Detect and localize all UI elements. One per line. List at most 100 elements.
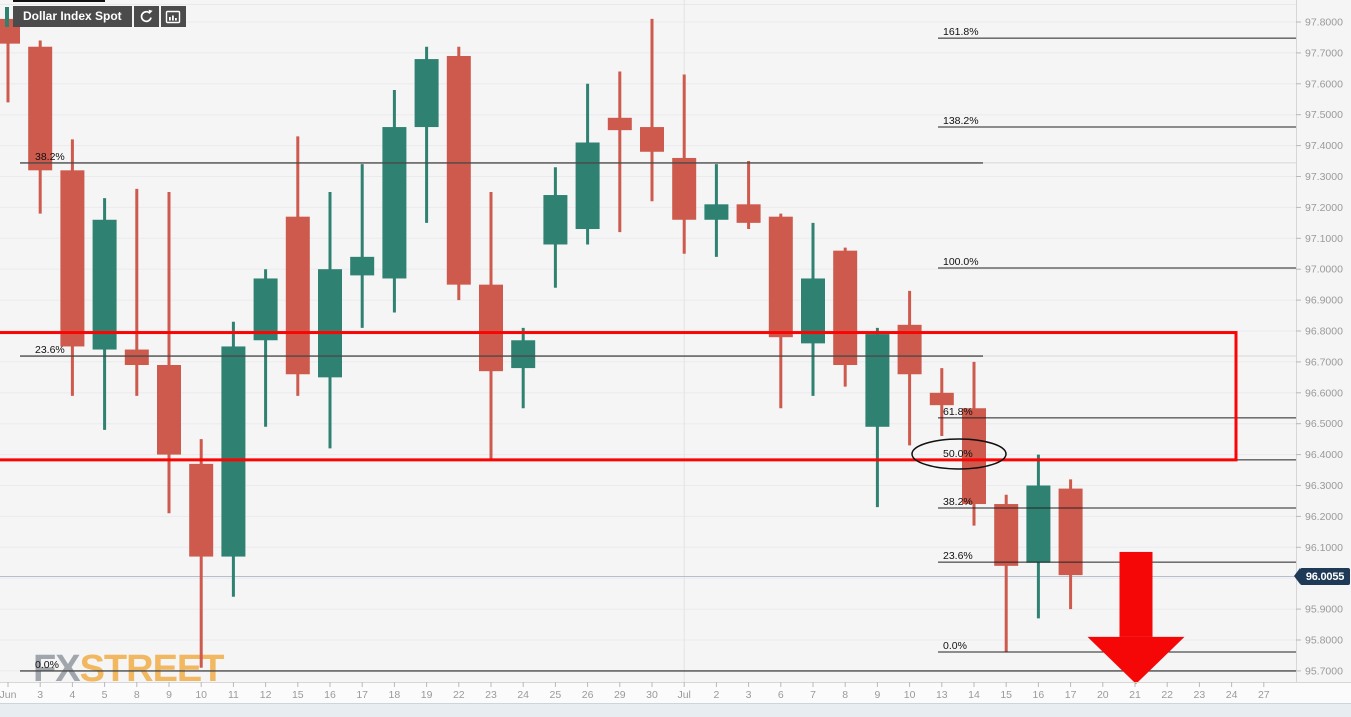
bottom-scroll-strip[interactable] (0, 703, 1351, 717)
candle-body-jun-24 (511, 340, 536, 369)
date-axis-label: 23 (485, 689, 497, 701)
price-axis-label: 97.8000 (1305, 17, 1343, 29)
date-axis-label: 27 (1258, 689, 1270, 701)
date-axis-label: 10 (904, 689, 916, 701)
symbol-title: Dollar Index Spot (13, 6, 132, 27)
price-axis-label: 96.2000 (1305, 511, 1343, 523)
current-price-value: 96.0055 (1305, 570, 1345, 583)
price-axis-label: 97.5000 (1305, 109, 1343, 121)
candle-body-jun-11 (221, 346, 246, 557)
fib-label-right: 100.0% (943, 256, 979, 268)
date-axis-label: 3 (37, 689, 43, 701)
date-axis-label: 11 (228, 689, 239, 701)
date-axis-label: 4 (69, 689, 75, 701)
price-axis-label: 95.9000 (1305, 604, 1343, 616)
date-axis-label: 16 (324, 689, 336, 701)
candle-body-jul-16 (1026, 485, 1051, 563)
date-axis-label: 24 (1226, 689, 1238, 701)
date-axis-label: 30 (646, 689, 658, 701)
candle-body-jun-5 (92, 219, 117, 350)
date-axis-label: 10 (195, 689, 207, 701)
price-axis-label: 96.6000 (1305, 387, 1343, 399)
price-axis-label: 96.1000 (1305, 542, 1343, 554)
date-axis-label: 6 (778, 689, 784, 701)
fib-label-left: 0.0% (35, 659, 59, 671)
price-axis-label: 97.6000 (1305, 78, 1343, 90)
fib-label-left: 38.2% (35, 151, 65, 163)
panel-button[interactable] (160, 6, 186, 27)
date-axis-label: 29 (614, 689, 626, 701)
candle-body-jul-8 (833, 250, 858, 365)
current-price-badge: 96.0055 (1294, 568, 1350, 585)
candle-body-jun-16 (318, 269, 342, 378)
candle-body-jun-3 (28, 46, 53, 171)
top-border-strip (13, 0, 105, 2)
price-axis-label: 96.7000 (1305, 356, 1343, 368)
date-axis-label: 24 (517, 689, 529, 701)
date-axis-label: 13 (936, 689, 948, 701)
date-axis-label: 14 (968, 689, 980, 701)
date-axis-label: Jun (0, 689, 17, 701)
date-axis-label: 26 (582, 689, 594, 701)
candle-body-jun-15 (285, 216, 310, 375)
date-axis-label: 21 (1129, 689, 1141, 701)
price-axis-label: 97.7000 (1305, 47, 1343, 59)
candle-body-jul-2 (704, 204, 729, 220)
accent-strip (5, 7, 9, 27)
price-axis-label: 96.3000 (1305, 480, 1343, 492)
price-axis-label: 97.0000 (1305, 264, 1343, 276)
candle-body-jun-17 (350, 256, 375, 276)
breakout-rectangle (0, 331, 1238, 462)
candle-body-jul-15 (994, 504, 1019, 566)
fib-label-right: 50.0% (943, 448, 973, 460)
price-axis-label: 97.1000 (1305, 233, 1343, 245)
date-axis-band (0, 682, 1351, 703)
candle-body-jul-14 (962, 408, 986, 505)
refresh-button[interactable] (133, 6, 159, 27)
candle-body-jun-30 (640, 127, 664, 152)
fxstreet-watermark: FXSTREET (33, 648, 224, 690)
date-axis-label: 15 (1000, 689, 1012, 701)
date-axis-label: Jul (677, 689, 690, 701)
candle-body-jul-6 (768, 216, 793, 338)
price-axis-label: 96.4000 (1305, 449, 1343, 461)
date-axis-label: 7 (810, 689, 816, 701)
date-axis-label: 22 (453, 689, 465, 701)
fib-label-right: 61.8% (943, 406, 973, 418)
date-axis-label: 9 (166, 689, 172, 701)
symbol-title-label: Dollar Index Spot (23, 9, 122, 23)
candle-body-jul-3 (736, 204, 761, 223)
date-axis-label: 19 (421, 689, 433, 701)
date-axis-label: 22 (1161, 689, 1173, 701)
fib-label-right: 138.2% (943, 115, 979, 127)
price-axis-label: 96.5000 (1305, 418, 1343, 430)
candle-body-jun-10 (189, 463, 214, 557)
candle-body-jun-18 (382, 127, 407, 279)
down-arrow-shaft (1119, 551, 1153, 637)
candle-body-jul-9 (865, 334, 890, 427)
date-axis-label: 23 (1194, 689, 1206, 701)
date-axis-label: 20 (1097, 689, 1109, 701)
date-axis-label: 5 (102, 689, 108, 701)
price-axis-label: 97.2000 (1305, 202, 1343, 214)
highlight-ellipse (911, 438, 1007, 470)
price-axis-label: 95.8000 (1305, 635, 1343, 647)
date-axis-label: 9 (874, 689, 880, 701)
fib-label-left: 23.6% (35, 344, 65, 356)
price-axis-label: 97.4000 (1305, 140, 1343, 152)
panel-icon (165, 10, 181, 23)
date-axis-label: 3 (746, 689, 752, 701)
candle-body-jun-26 (575, 142, 600, 230)
badge-pointer-icon (1294, 568, 1300, 584)
candle-body-jun-8 (124, 349, 149, 365)
price-axis-label: 97.3000 (1305, 171, 1343, 183)
candle-body-jun-22 (446, 55, 471, 285)
date-axis-label: 8 (842, 689, 848, 701)
candle-body-jun-12 (253, 278, 278, 341)
date-axis-label: 2 (713, 689, 719, 701)
candle-body-jun-4 (60, 170, 85, 347)
candle-body-jul-13 (929, 392, 954, 406)
date-axis-label: 8 (134, 689, 140, 701)
